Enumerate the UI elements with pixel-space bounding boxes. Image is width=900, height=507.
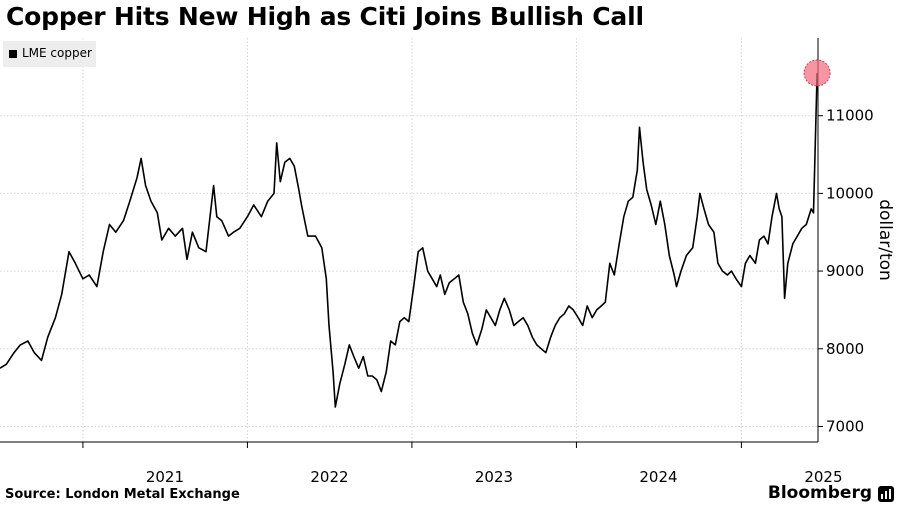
y-axis-ticks: 7000 8000 9000 10000 11000 [818,107,874,435]
bloomberg-chart-icon [878,486,894,502]
y-tick-label: 8000 [826,340,864,358]
legend: LME copper [3,41,96,67]
x-tick-label: 2023 [475,468,513,486]
y-tick-label: 7000 [826,417,864,435]
x-tick-label: 2022 [310,468,348,486]
x-gridlines [82,38,742,442]
y-tick-label: 10000 [826,184,874,202]
y-axis-label: dollar/ton [875,199,895,281]
x-tick-label: 2025 [804,468,842,486]
x-tick-label: 2024 [639,468,677,486]
legend-label: LME copper [22,46,92,60]
new-high-marker [803,59,831,87]
y-tick-label: 11000 [826,107,874,125]
y-gridlines [0,115,818,427]
series-line-lme-copper [0,72,818,408]
y-tick-label: 9000 [826,262,864,280]
brand-logo: Bloomberg [767,483,872,503]
x-axis-ticks: 2021 2022 2023 2024 2025 [82,442,843,486]
page-title: Copper Hits New High as Citi Joins Bulli… [6,2,644,31]
source-note: Source: London Metal Exchange [5,487,240,502]
x-tick-label: 2021 [146,468,184,486]
legend-swatch [9,50,17,58]
